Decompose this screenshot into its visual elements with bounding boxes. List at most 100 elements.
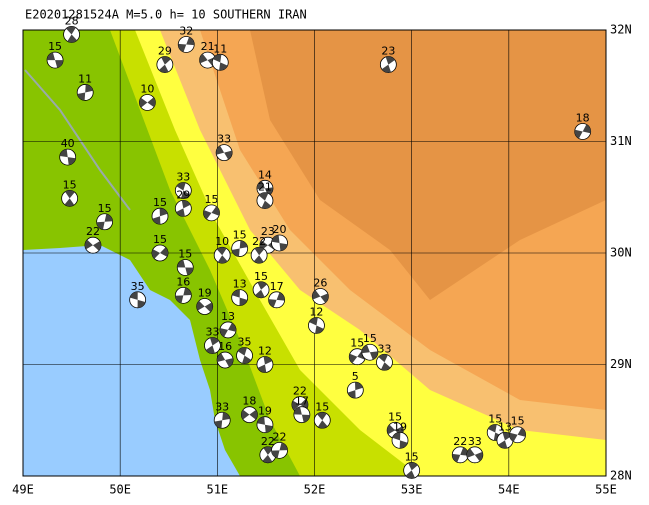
x-tick-label: 51E: [206, 483, 228, 497]
focal-mechanism: [509, 426, 526, 444]
compression-quadrant: [378, 354, 391, 371]
depth-label: 22: [261, 435, 275, 448]
focal-mechanism: [151, 207, 169, 225]
focal-mechanism: [129, 291, 147, 309]
focal-mechanism: [271, 234, 288, 252]
land-highest: [250, 30, 606, 300]
depth-label: 26: [313, 276, 327, 289]
focal-mechanism: [231, 289, 249, 307]
compression-quadrant: [268, 292, 285, 308]
compression-quadrant: [291, 399, 308, 411]
focal-mechanism: [250, 246, 268, 264]
depth-label: 33: [176, 171, 190, 184]
sea: [23, 245, 240, 476]
focal-mechanism: [293, 406, 311, 424]
compression-quadrant: [152, 208, 168, 225]
compression-quadrant: [175, 287, 192, 304]
depth-label: 17: [270, 280, 284, 293]
compression-quadrant: [405, 462, 418, 479]
depth-label: 10: [215, 235, 229, 248]
compression-quadrant: [509, 427, 526, 442]
focal-mechanism: [231, 240, 249, 257]
compression-quadrant: [199, 53, 216, 67]
depth-label: 15: [488, 413, 502, 426]
depth-label: 13: [221, 310, 235, 323]
compression-quadrant: [271, 235, 288, 251]
depth-label: 33: [468, 435, 482, 448]
focal-mechanism: [376, 353, 393, 371]
depth-label: 20: [273, 223, 287, 236]
focal-mechanism: [256, 416, 274, 434]
compression-quadrant: [271, 442, 288, 459]
focal-mechanism: [174, 286, 192, 304]
focal-mechanism: [177, 36, 195, 53]
compression-quadrant: [212, 54, 228, 71]
depth-label: 16: [176, 275, 190, 288]
compression-quadrant: [159, 56, 171, 73]
focal-mechanism: [151, 244, 169, 262]
focal-mechanism: [96, 213, 114, 231]
compression-quadrant: [262, 446, 274, 463]
compression-quadrant: [241, 409, 258, 420]
compression-quadrant: [257, 416, 273, 433]
depth-label: 15: [388, 410, 402, 423]
depth-label: 15: [63, 178, 77, 191]
depth-label: 16: [218, 340, 232, 353]
depth-label: 15: [153, 233, 167, 246]
focal-mechanism: [176, 259, 194, 276]
compression-quadrant: [178, 37, 195, 52]
compression-quadrant: [139, 97, 156, 108]
compression-quadrant: [205, 337, 220, 354]
compression-quadrant: [196, 300, 213, 313]
depth-label: 22: [252, 235, 266, 248]
focal-mechanism: [213, 411, 231, 429]
focal-mechanism: [46, 51, 64, 69]
compression-quadrant: [151, 247, 169, 259]
focal-mechanism: [308, 317, 325, 334]
y-tick-label: 29N: [610, 357, 632, 371]
compression-quadrant: [59, 149, 76, 165]
depth-label: 13: [498, 420, 512, 433]
compression-quadrant: [47, 52, 64, 68]
y-tick-label: 30N: [610, 246, 632, 260]
depth-label: 21: [258, 181, 272, 194]
focal-mechanism: [204, 337, 221, 354]
focal-mechanism: [403, 462, 421, 479]
y-tick-label: 31N: [610, 134, 632, 148]
compression-quadrant: [217, 353, 234, 367]
compression-quadrant: [574, 124, 591, 139]
depth-label: 10: [140, 82, 154, 95]
y-tick-label: 28N: [610, 469, 632, 483]
compression-quadrant: [64, 190, 75, 207]
depth-label: 33: [205, 326, 219, 339]
compression-quadrant: [309, 317, 324, 334]
focal-mechanism: [219, 321, 237, 339]
focal-mechanism: [213, 246, 231, 264]
compression-quadrant: [466, 448, 483, 462]
x-tick-label: 52E: [304, 483, 326, 497]
depth-label: 15: [48, 40, 62, 53]
depth-label: 11: [78, 72, 92, 85]
depth-label: 12: [309, 305, 323, 318]
focal-mechanism: [138, 94, 156, 111]
compression-quadrant: [255, 281, 267, 298]
depth-label: 15: [405, 450, 419, 463]
focal-mechanism: [496, 431, 514, 449]
compression-quadrant: [381, 56, 395, 73]
compression-quadrant: [257, 356, 273, 373]
compression-quadrant: [293, 406, 310, 423]
depth-label: 28: [65, 14, 79, 27]
focal-mechanism: [196, 298, 214, 315]
x-tick-label: 54E: [498, 483, 520, 497]
focal-mechanism: [236, 347, 253, 364]
x-tick-label: 50E: [109, 483, 131, 497]
depth-label: 15: [153, 196, 167, 209]
compression-quadrant: [66, 26, 77, 43]
depth-label: 17: [295, 395, 309, 408]
depth-label: 29: [176, 188, 190, 201]
focal-mechanism: [346, 381, 364, 399]
focal-mechanism: [256, 192, 274, 209]
x-tick-label: 49E: [12, 483, 34, 497]
compression-quadrant: [84, 239, 101, 251]
